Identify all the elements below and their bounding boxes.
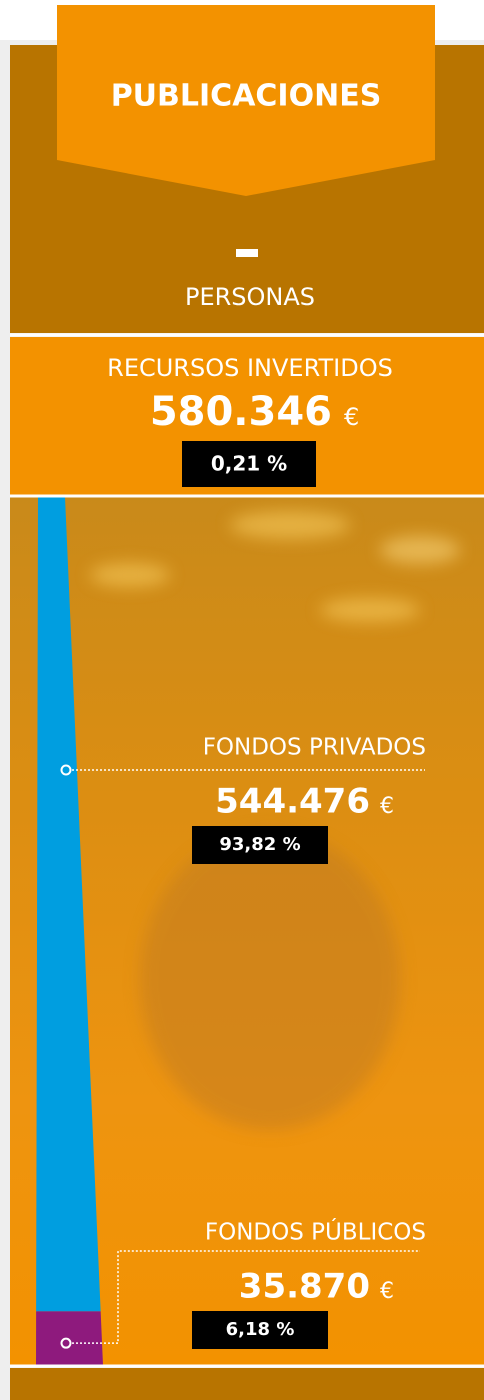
fund-share: 93,82 % — [219, 834, 300, 855]
fund-amount: 544.476 — [215, 782, 370, 822]
total-amount: 580.346 — [150, 389, 332, 435]
dash — [236, 249, 258, 257]
total-label: RECURSOS INVERTIDOS — [107, 354, 393, 382]
fund-share: 6,18 % — [226, 1319, 295, 1340]
fund-label: FONDOS PÚBLICOS — [205, 1218, 426, 1246]
fund-amount: 35.870 — [239, 1267, 370, 1307]
fund-label: FONDOS PRIVADOS — [203, 735, 426, 761]
fund-currency: € — [380, 1279, 394, 1304]
footer-bg — [10, 1368, 484, 1400]
total-share: 0,21 % — [211, 452, 287, 476]
total-currency: € — [344, 403, 359, 431]
bar-segment — [36, 1311, 103, 1365]
infographic: PUBLICACIONES PERSONAS RECURSOS INVERTID… — [0, 0, 484, 1400]
title: PUBLICACIONES — [111, 79, 382, 114]
subtitle: PERSONAS — [185, 283, 315, 311]
fund-currency: € — [380, 794, 394, 819]
